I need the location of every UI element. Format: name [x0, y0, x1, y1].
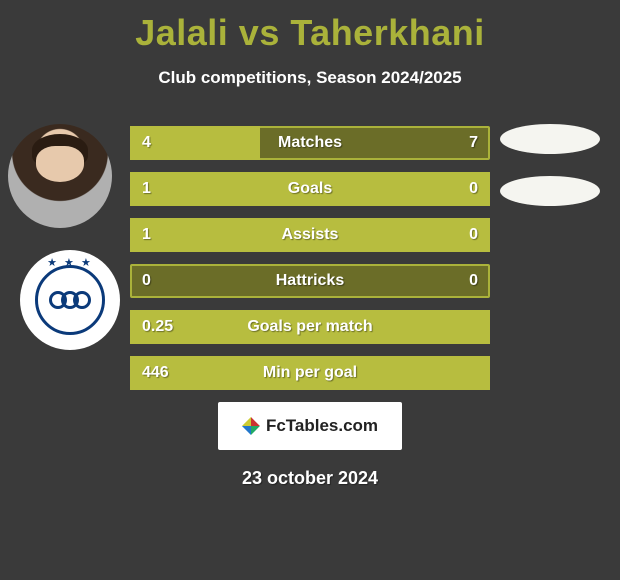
stat-label: Hattricks	[130, 264, 490, 298]
stat-label: Min per goal	[130, 356, 490, 390]
stat-label: Assists	[130, 218, 490, 252]
brand-label: FcTables.com	[266, 416, 378, 436]
stat-row: 0.25Goals per match	[130, 310, 490, 344]
brand-badge: FcTables.com	[218, 402, 402, 450]
subtitle: Club competitions, Season 2024/2025	[0, 68, 620, 88]
page-title: Jalali vs Taherkhani	[0, 0, 620, 54]
stat-label: Matches	[130, 126, 490, 160]
stat-row: 00Hattricks	[130, 264, 490, 298]
stat-row: 446Min per goal	[130, 356, 490, 390]
brand-logo-icon	[242, 417, 260, 435]
stat-label: Goals per match	[130, 310, 490, 344]
date-label: 23 october 2024	[0, 468, 620, 489]
stat-row: 10Assists	[130, 218, 490, 252]
stat-label: Goals	[130, 172, 490, 206]
stats-container: 47Matches 10Goals 10Assists 00Hattricks 0.25…	[0, 126, 620, 390]
stat-row: 10Goals	[130, 172, 490, 206]
stat-row: 47Matches	[130, 126, 490, 160]
